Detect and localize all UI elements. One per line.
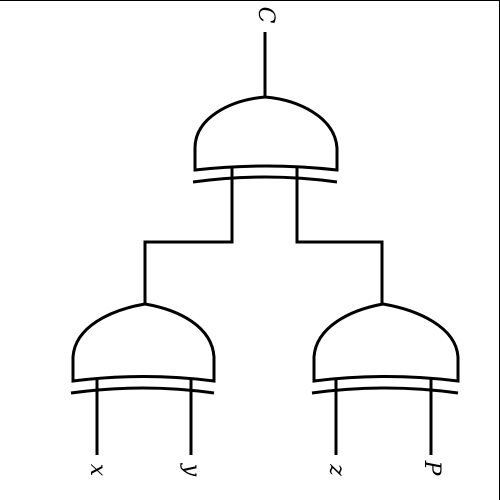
input-label-z: z (324, 463, 349, 476)
bottom-right-gate-body (312, 302, 460, 383)
bottom-right-gate (311, 302, 460, 395)
bottom-left-gate-body (71, 302, 216, 383)
input-label-y: y (179, 463, 204, 477)
input-label-p: P (419, 460, 444, 477)
bottom-left-gate-back-arc (70, 386, 215, 395)
right-connector-wire (295, 168, 384, 305)
top-gate-body (193, 95, 339, 172)
input-label-x: x (85, 464, 110, 477)
bottom-left-gate (70, 302, 216, 395)
top-border (0, 0, 500, 1)
top-gate (192, 95, 339, 184)
output-label: C (253, 7, 278, 24)
top-gate-back-arc (192, 175, 338, 184)
bottom-right-gate-back-arc (311, 386, 459, 395)
left-connector-wire (143, 168, 234, 305)
